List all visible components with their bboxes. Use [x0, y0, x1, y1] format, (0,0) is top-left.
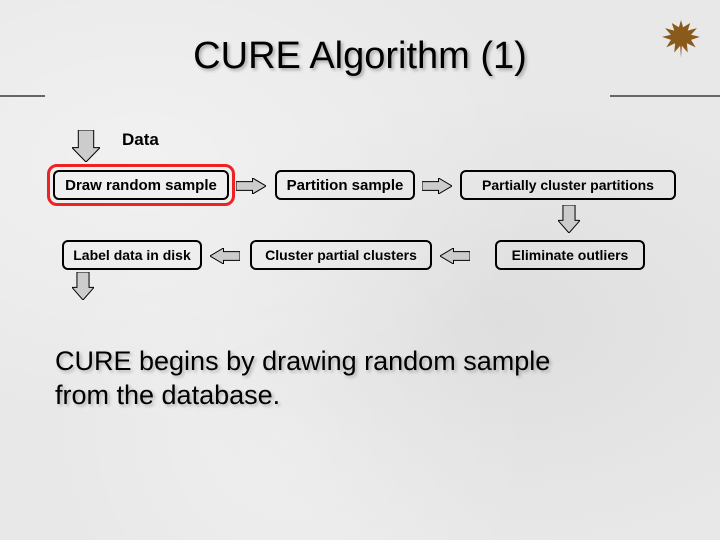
page-title: CURE Algorithm (1) — [193, 35, 527, 78]
maple-leaf-icon — [660, 18, 702, 60]
title-rule-left — [0, 95, 45, 97]
flow-arrow — [72, 272, 94, 305]
flow-arrow — [422, 178, 452, 199]
body-line-1: CURE begins by drawing random sample — [55, 346, 550, 376]
flow-arrow — [558, 205, 580, 238]
title-rule-right — [610, 95, 720, 97]
data-label: Data — [122, 130, 159, 150]
flow-arrow — [72, 130, 100, 167]
box-partition-sample: Partition sample — [275, 170, 415, 200]
box-partially-cluster-partitions: Partially cluster partitions — [460, 170, 676, 200]
flow-arrow — [210, 248, 240, 269]
box-draw-random-sample: Draw random sample — [53, 170, 229, 200]
box-cluster-partial-clusters: Cluster partial clusters — [250, 240, 432, 270]
box-label-data-in-disk: Label data in disk — [62, 240, 202, 270]
body-line-2: from the database. — [55, 380, 280, 410]
body-text: CURE begins by drawing random sample fro… — [55, 345, 550, 413]
box-eliminate-outliers: Eliminate outliers — [495, 240, 645, 270]
flow-arrow — [236, 178, 266, 199]
flow-arrow — [440, 248, 470, 269]
